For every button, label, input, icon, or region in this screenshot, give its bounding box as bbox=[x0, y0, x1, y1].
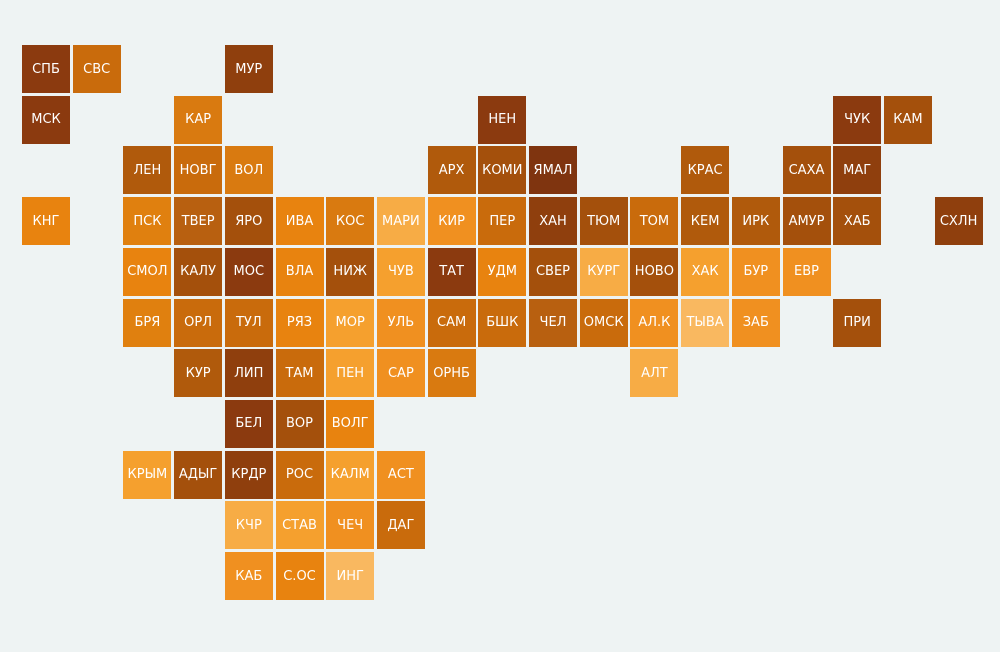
region-tile: КОС bbox=[326, 197, 375, 246]
region-tile: ТЮМ bbox=[579, 197, 628, 246]
region-tile: РЯЗ bbox=[275, 298, 324, 347]
region-tile: МУР bbox=[224, 45, 273, 93]
region-tile: САР bbox=[376, 349, 425, 398]
region-tile: АЛТ bbox=[630, 349, 679, 398]
region-tile: ЕВР bbox=[782, 247, 831, 296]
region-tile: ТЫВА bbox=[681, 298, 730, 347]
region-tile: ПСК bbox=[123, 197, 172, 246]
region-tile: ЛЕН bbox=[123, 146, 172, 195]
region-tile: ОРЛ bbox=[174, 298, 223, 347]
region-tile: КРАС bbox=[681, 146, 730, 195]
region-tile: ТУЛ bbox=[224, 298, 273, 347]
region-tile: КАЛУ bbox=[174, 247, 223, 296]
region-tile: КУР bbox=[174, 349, 223, 398]
region-tile: ЧЕЧ bbox=[326, 501, 375, 550]
region-tile: ЧУК bbox=[833, 95, 882, 144]
region-tile: КНГ bbox=[22, 197, 70, 246]
region-tile: ВЛА bbox=[275, 247, 324, 296]
region-tile: ВОЛГ bbox=[326, 399, 375, 448]
region-tile: ЯРО bbox=[224, 197, 273, 246]
region-tile: ЛИП bbox=[224, 349, 273, 398]
region-tile: КЧР bbox=[224, 501, 273, 550]
region-tile: ХАН bbox=[529, 197, 577, 246]
region-tile: ИРК bbox=[731, 197, 780, 246]
region-tile: КРДР bbox=[224, 450, 273, 499]
region-tile: МСК bbox=[22, 95, 70, 144]
region-tile: НЕН bbox=[478, 95, 527, 144]
region-tile: БШК bbox=[478, 298, 527, 347]
region-tile: РОС bbox=[275, 450, 324, 499]
region-tile: БЕЛ bbox=[224, 399, 273, 448]
region-tile: ДАГ bbox=[376, 501, 425, 550]
region-tile: ТАМ bbox=[275, 349, 324, 398]
region-tile: СВС bbox=[72, 45, 121, 93]
region-tile: БУР bbox=[731, 247, 780, 296]
region-tile: АСТ bbox=[376, 450, 425, 499]
region-tile: УЛЬ bbox=[376, 298, 425, 347]
region-tile: АДЫГ bbox=[174, 450, 223, 499]
region-tile: КУРГ bbox=[579, 247, 628, 296]
region-tile: БРЯ bbox=[123, 298, 172, 347]
region-tile: ПЕР bbox=[478, 197, 527, 246]
region-tile: КАЛМ bbox=[326, 450, 375, 499]
region-tile: УДМ bbox=[478, 247, 527, 296]
region-tile: НИЖ bbox=[326, 247, 375, 296]
region-tile: СПБ bbox=[22, 45, 70, 93]
region-tile: ТОМ bbox=[630, 197, 679, 246]
region-tile: АМУР bbox=[782, 197, 831, 246]
region-tile: САХА bbox=[782, 146, 831, 195]
region-tile: МАГ bbox=[833, 146, 882, 195]
region-tile: КРЫМ bbox=[123, 450, 172, 499]
region-tile: МОР bbox=[326, 298, 375, 347]
region-tile: ВОР bbox=[275, 399, 324, 448]
region-tile: ЧЕЛ bbox=[529, 298, 577, 347]
region-tile: ЯМАЛ bbox=[529, 146, 577, 195]
region-tile: СТАВ bbox=[275, 501, 324, 550]
region-tile: САМ bbox=[427, 298, 476, 347]
region-tile: ИВА bbox=[275, 197, 324, 246]
region-tile: КАМ bbox=[883, 95, 932, 144]
region-tile: СМОЛ bbox=[123, 247, 172, 296]
region-tile: ВОЛ bbox=[224, 146, 273, 195]
region-tile: ИНГ bbox=[326, 552, 375, 600]
region-tile: АРХ bbox=[427, 146, 476, 195]
region-tile: ХАК bbox=[681, 247, 730, 296]
region-tile: С.ОС bbox=[275, 552, 324, 600]
region-tile: СВЕР bbox=[529, 247, 577, 296]
region-tile: АЛ.К bbox=[630, 298, 679, 347]
region-tile: ЧУВ bbox=[376, 247, 425, 296]
region-tile: КАБ bbox=[224, 552, 273, 600]
region-tile: ЗАБ bbox=[731, 298, 780, 347]
region-tile: КЕМ bbox=[681, 197, 730, 246]
region-tile: НОВГ bbox=[174, 146, 223, 195]
region-tile: ПЕН bbox=[326, 349, 375, 398]
region-tile: МАРИ bbox=[376, 197, 425, 246]
region-tile: ТВЕР bbox=[174, 197, 223, 246]
region-tile: НОВО bbox=[630, 247, 679, 296]
region-tile: ХАБ bbox=[833, 197, 882, 246]
region-tile: КАР bbox=[174, 95, 223, 144]
region-tile: ОМСК bbox=[579, 298, 628, 347]
region-tile: КИР bbox=[427, 197, 476, 246]
region-tile: СХЛН bbox=[934, 197, 983, 246]
region-tile: ТАТ bbox=[427, 247, 476, 296]
region-tile: ПРИ bbox=[833, 298, 882, 347]
region-tile: МОС bbox=[224, 247, 273, 296]
region-tile: КОМИ bbox=[478, 146, 527, 195]
region-tile: ОРНБ bbox=[427, 349, 476, 398]
